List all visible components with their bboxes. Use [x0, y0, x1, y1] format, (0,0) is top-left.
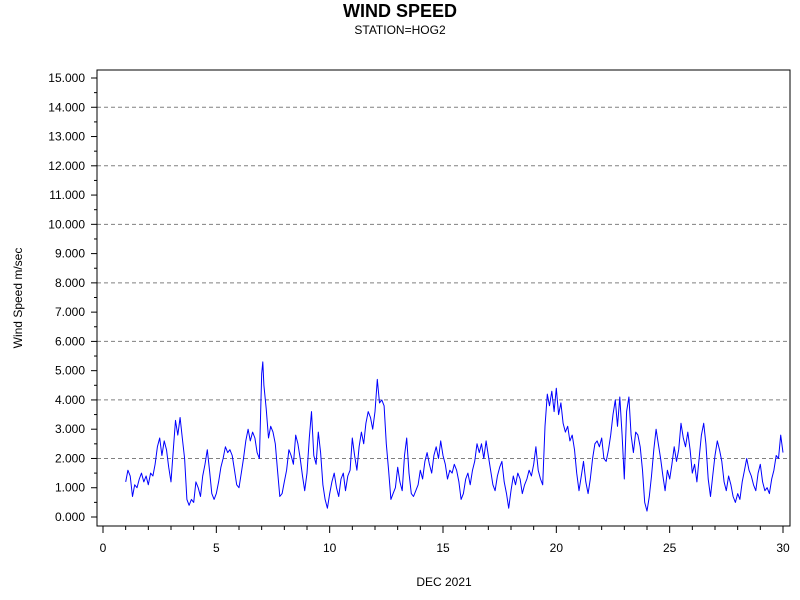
y-tick-label: 3.000 [55, 422, 85, 436]
y-tick-label: 11.000 [49, 188, 85, 202]
series-layer [125, 361, 784, 512]
x-tick-label: 15 [436, 541, 450, 555]
y-tick-label: 1.000 [55, 481, 85, 495]
x-tick-label: 0 [100, 541, 107, 555]
y-tick-label: 12.000 [48, 159, 85, 173]
y-tick-label: 15.000 [48, 71, 85, 85]
y-tick-label: 7.000 [55, 305, 85, 319]
y-tick-label: 10.000 [48, 217, 85, 231]
chart-title: WIND SPEED [342, 1, 457, 21]
x-tick-label: 25 [663, 541, 677, 555]
y-tick-label: 4.000 [55, 393, 85, 407]
series-line-wind-speed [125, 361, 784, 512]
y-axis: 0.000 1.000 2.000 3.000 4.000 5.000 6.000 7.000… [48, 71, 97, 524]
x-axis-label: DEC 2021 [416, 575, 472, 589]
y-tick-label: 8.000 [55, 276, 85, 290]
y-tick-label: 5.000 [55, 364, 85, 378]
chart-subtitle: STATION=HOG2 [354, 23, 446, 37]
x-tick-label: 30 [776, 541, 790, 555]
x-tick-label: 20 [550, 541, 564, 555]
y-tick-label: 14.000 [48, 100, 85, 114]
y-tick-label: 2.000 [55, 451, 85, 465]
grid-lines [97, 106, 790, 459]
y-tick-label: 9.000 [55, 247, 85, 261]
y-tick-label: 6.000 [55, 334, 85, 348]
y-tick-label: 13.000 [48, 130, 85, 144]
x-tick-label: 5 [213, 541, 220, 555]
x-tick-label: 10 [323, 541, 337, 555]
y-tick-label: 0.000 [55, 510, 85, 524]
x-axis: 0 5 10 15 20 25 30 [100, 526, 790, 555]
y-axis-label: Wind Speed m/sec [11, 248, 25, 349]
